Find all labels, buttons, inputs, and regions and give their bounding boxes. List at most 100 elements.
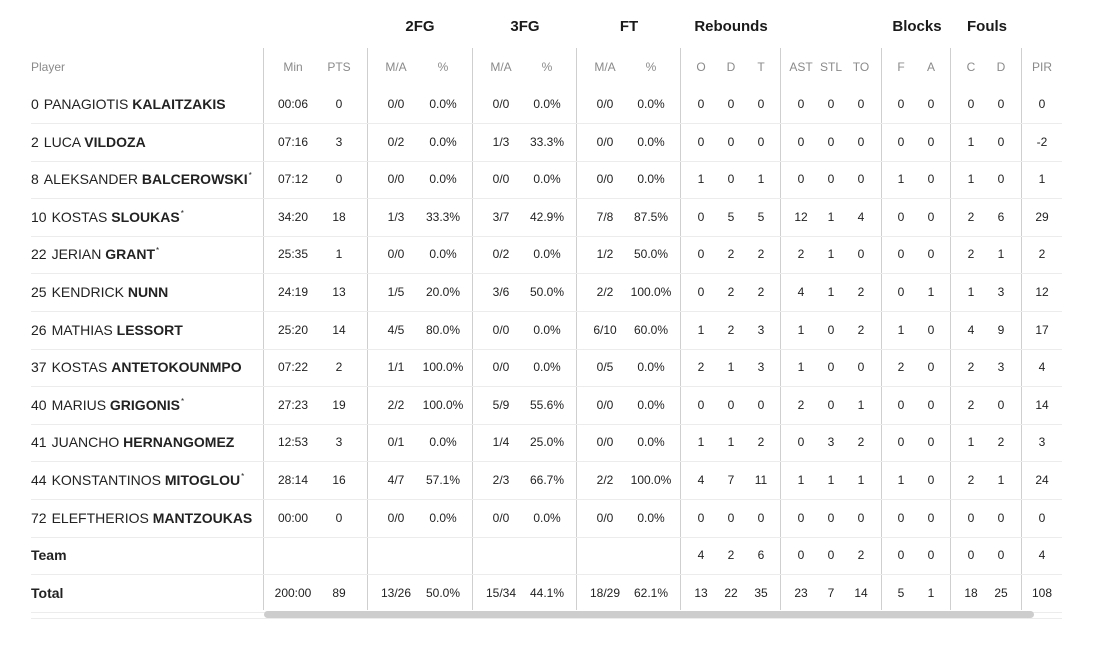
table-bottom-border bbox=[31, 618, 1062, 619]
cell-blk-f: 1 bbox=[897, 473, 905, 487]
cell-ast: 0 bbox=[797, 548, 805, 563]
cell-to: 2 bbox=[857, 548, 865, 563]
cell-to: 1 bbox=[857, 473, 865, 487]
header-blk-f[interactable]: F bbox=[897, 60, 905, 74]
cell-fg2-ma: 0/0 bbox=[387, 97, 405, 111]
player-number: 8 bbox=[31, 171, 39, 188]
cell-fg2-pct bbox=[420, 537, 466, 574]
header-3fg-pct[interactable]: % bbox=[541, 60, 553, 74]
cell-foul-c: 1 bbox=[967, 134, 975, 149]
cell-stl: 0 bbox=[827, 97, 835, 111]
cell-fg3-pct: 55.6% bbox=[529, 397, 565, 412]
cell-pir: 29 bbox=[1035, 209, 1049, 224]
player-name-link[interactable]: 22 JERIAN GRANT* bbox=[31, 236, 159, 273]
player-first-name: KENDRICK bbox=[51, 284, 124, 300]
header-player[interactable]: Player bbox=[31, 60, 66, 74]
cell-ft-pct: 50.0% bbox=[633, 247, 669, 262]
horizontal-scrollbar[interactable] bbox=[264, 611, 1034, 618]
cell-blk-f: 0 bbox=[897, 247, 905, 262]
header-foul-d[interactable]: D bbox=[996, 60, 1006, 74]
cell-fg3-pct: 33.3% bbox=[529, 134, 565, 149]
cell-fg3-ma: 5/9 bbox=[492, 397, 510, 412]
cell-reb-d: 0 bbox=[727, 134, 735, 149]
player-last-name: VILDOZA bbox=[84, 133, 146, 150]
cell-min: 25:35 bbox=[277, 247, 309, 262]
header-ft-ma[interactable]: M/A bbox=[594, 60, 616, 74]
player-name-link[interactable]: 41 JUANCHO HERNANGOMEZ bbox=[31, 424, 234, 461]
cell-pir: 0 bbox=[1038, 97, 1046, 111]
table-row: 44 KONSTANTINOS MITOGLOU* 28:14 16 4/7 57.1% 2… bbox=[31, 462, 1062, 500]
cell-ft-pct: 62.1% bbox=[633, 585, 669, 600]
table-row: 2 LUCA VILDOZA 07:16 3 0/2 0.0% 1/3 33.3% 0/0 0.0… bbox=[31, 124, 1062, 162]
cell-to: 0 bbox=[857, 247, 865, 262]
table-row: 37 KOSTAS ANTETOKOUNMPO 07:22 2 1/1 100.0% 0/0… bbox=[31, 349, 1062, 388]
cell-blk-a: 0 bbox=[927, 397, 935, 412]
cell-reb-o: 4 bbox=[697, 473, 705, 487]
cell-fg2-pct: 33.3% bbox=[425, 209, 461, 224]
cell-reb-d: 2 bbox=[727, 548, 735, 563]
player-name-link[interactable]: 25 KENDRICK NUNN bbox=[31, 274, 168, 311]
player-name-link[interactable]: 40 MARIUS GRIGONIS* bbox=[31, 387, 184, 424]
cell-ft-pct: 0.0% bbox=[637, 97, 665, 111]
header-foul-c[interactable]: C bbox=[966, 60, 976, 74]
team-label-text: Team bbox=[31, 547, 67, 564]
player-number: 25 bbox=[31, 284, 47, 300]
player-name-link[interactable]: 2 LUCA VILDOZA bbox=[31, 124, 146, 161]
player-first-name: KOSTAS bbox=[51, 359, 108, 376]
cell-fg3-pct: 0.0% bbox=[533, 172, 561, 187]
player-name-link[interactable]: 26 MATHIAS LESSORT bbox=[31, 312, 183, 349]
cell-to: 0 bbox=[857, 172, 865, 187]
table-row: 25 KENDRICK NUNN 24:19 13 1/5 20.0% 3/6 50.0% 2/… bbox=[31, 274, 1062, 312]
cell-fg3-pct: 0.0% bbox=[533, 97, 561, 111]
player-first-name: PANAGIOTIS bbox=[43, 96, 129, 112]
cell-ast: 0 bbox=[797, 510, 805, 525]
starter-mark: * bbox=[156, 246, 160, 256]
cell-fg3-ma: 0/2 bbox=[492, 247, 510, 262]
cell-fg3-pct bbox=[524, 537, 570, 574]
cell-fg2-ma: 0/1 bbox=[387, 435, 405, 450]
player-name-link[interactable]: 72 ELEFTHERIOS MANTZOUKAS bbox=[31, 500, 252, 537]
cell-pir: 3 bbox=[1038, 435, 1046, 450]
cell-fg3-ma: 0/0 bbox=[492, 172, 510, 187]
group-head-3fg: 3FG bbox=[510, 18, 540, 35]
cell-pts: 2 bbox=[335, 360, 343, 375]
cell-fg3-pct: 50.0% bbox=[529, 285, 565, 299]
header-2fg-ma[interactable]: M/A bbox=[385, 60, 407, 74]
header-to[interactable]: TO bbox=[852, 60, 870, 74]
cell-ft-ma: 7/8 bbox=[596, 209, 614, 224]
header-3fg-ma[interactable]: M/A bbox=[490, 60, 512, 74]
cell-fg3-pct: 44.1% bbox=[529, 585, 565, 600]
header-reb-t[interactable]: T bbox=[757, 60, 765, 74]
header-ast[interactable]: AST bbox=[789, 60, 813, 74]
cell-ft-pct: 60.0% bbox=[633, 322, 669, 337]
cell-fg3-ma: 3/7 bbox=[492, 209, 510, 224]
player-name-link[interactable]: 10 KOSTAS SLOUKAS* bbox=[31, 199, 184, 236]
cell-fg2-pct: 50.0% bbox=[425, 585, 461, 600]
cell-fg3-ma: 0/0 bbox=[492, 510, 510, 525]
cell-reb-o: 1 bbox=[697, 172, 705, 187]
header-pts[interactable]: PTS bbox=[327, 60, 351, 74]
cell-blk-f: 0 bbox=[897, 97, 905, 111]
cell-blk-f: 0 bbox=[897, 548, 905, 563]
cell-reb-o: 1 bbox=[697, 435, 705, 450]
cell-foul-d: 0 bbox=[997, 134, 1005, 149]
header-reb-o[interactable]: O bbox=[696, 60, 706, 74]
cell-reb-t: 0 bbox=[757, 510, 765, 525]
player-name-link[interactable]: 0 PANAGIOTIS KALAITZAKIS bbox=[31, 86, 226, 123]
header-2fg-pct[interactable]: % bbox=[437, 60, 449, 74]
player-name-link[interactable]: 37 KOSTAS ANTETOKOUNMPO bbox=[31, 349, 242, 386]
player-name-link[interactable]: 44 KONSTANTINOS MITOGLOU* bbox=[31, 462, 244, 499]
cell-ft-ma bbox=[585, 537, 625, 574]
header-blk-a[interactable]: A bbox=[926, 60, 935, 74]
header-stl[interactable]: STL bbox=[819, 60, 842, 74]
cell-ast: 1 bbox=[797, 360, 805, 375]
header-min[interactable]: Min bbox=[283, 60, 303, 74]
cell-blk-a: 0 bbox=[927, 473, 935, 487]
player-last-name: LESSORT bbox=[116, 321, 183, 338]
player-name-link[interactable]: 8 ALEKSANDER BALCEROWSKI* bbox=[31, 161, 252, 198]
header-ft-pct[interactable]: % bbox=[645, 60, 657, 74]
header-pir[interactable]: PIR bbox=[1031, 60, 1052, 74]
table-row: 26 MATHIAS LESSORT 25:20 14 4/5 80.0% 0/0 0.0% 6… bbox=[31, 312, 1062, 350]
header-reb-d[interactable]: D bbox=[726, 60, 736, 74]
